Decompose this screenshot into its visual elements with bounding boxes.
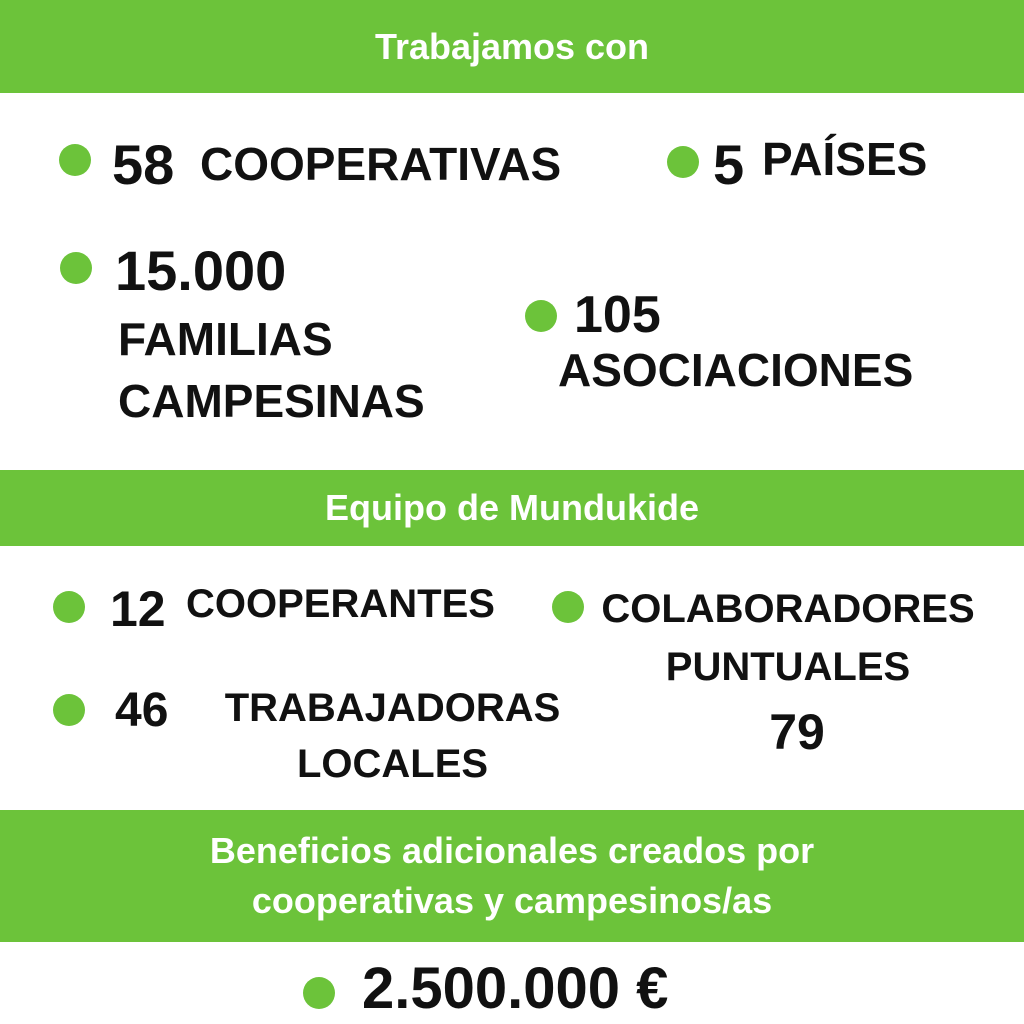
stat-number: 12 bbox=[110, 581, 166, 637]
stat-label: TRABAJADORAS LOCALES bbox=[224, 686, 561, 786]
section-title: Beneficios adicionales creados por coope… bbox=[209, 830, 815, 921]
section-title: Equipo de Mundukide bbox=[325, 487, 699, 528]
stat-label: PAÍSES bbox=[762, 133, 928, 185]
stat-number: 46 bbox=[115, 684, 169, 737]
stat-number: 2.500.000 € bbox=[362, 956, 669, 1021]
bullet bbox=[303, 977, 335, 1009]
bullet bbox=[60, 252, 92, 284]
stat-number: 105 bbox=[574, 286, 661, 344]
stat-number: 58 bbox=[112, 133, 175, 196]
stat-number: 15.000 bbox=[115, 239, 287, 302]
bullet bbox=[552, 591, 584, 623]
stat-number: 79 bbox=[769, 704, 825, 760]
bullet bbox=[53, 694, 85, 726]
section-header: Beneficios adicionales creados por coope… bbox=[0, 810, 1024, 942]
stat-label: COLABORADORES PUNTUALES bbox=[601, 587, 975, 689]
bullet bbox=[53, 591, 85, 623]
bullet bbox=[667, 146, 699, 178]
section-title: Trabajamos con bbox=[374, 25, 650, 67]
bullet bbox=[59, 144, 91, 176]
stat-label: ASOCIACIONES bbox=[558, 344, 914, 396]
stat-label: FAMILIAS CAMPESINAS bbox=[118, 313, 425, 427]
stat-label: COOPERANTES bbox=[186, 582, 495, 626]
section-header: Trabajamos con bbox=[0, 0, 1024, 93]
bullet bbox=[525, 300, 557, 332]
stat-label: COOPERATIVAS bbox=[200, 138, 562, 190]
stat-number: 5 bbox=[713, 133, 745, 196]
section-header: Equipo de Mundukide bbox=[0, 470, 1024, 546]
